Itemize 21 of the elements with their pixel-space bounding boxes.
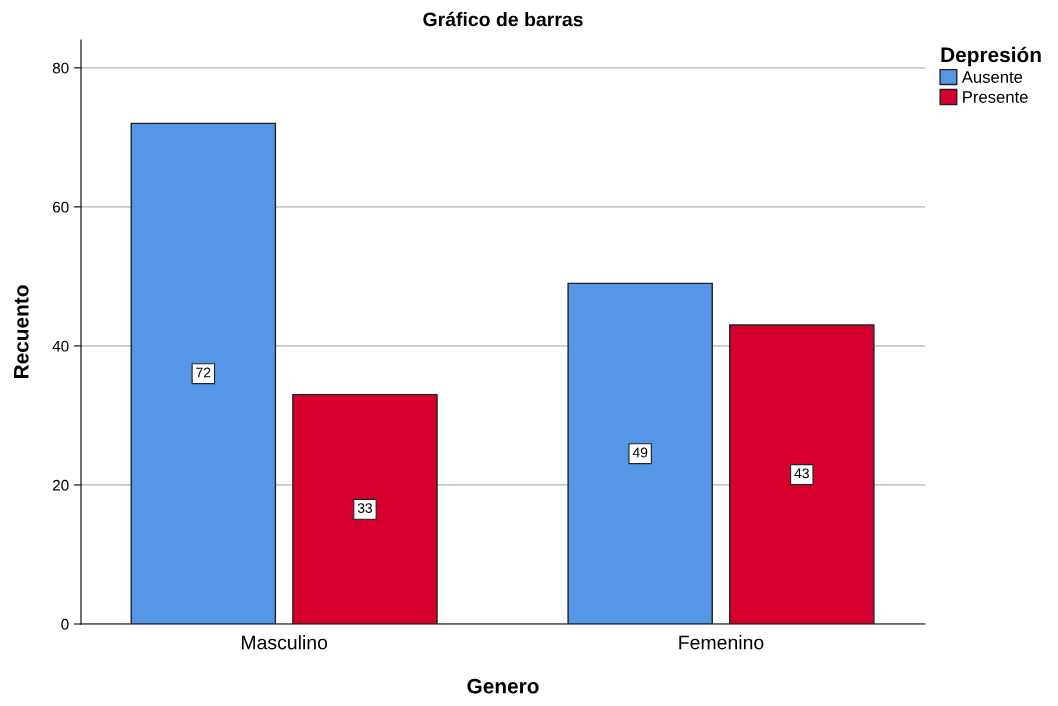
- legend-title: Depresión: [941, 46, 1041, 67]
- legend-label: Presente: [963, 91, 1028, 103]
- x-axis-title: Genero: [467, 678, 539, 694]
- bar: [130, 122, 277, 624]
- chart-title: Gráfico de barras: [423, 11, 583, 27]
- y-tick-label: 80: [52, 62, 69, 74]
- x-tick-label: Femenino: [679, 635, 764, 650]
- y-tick-label: 0: [61, 618, 69, 630]
- legend-label: Ausente: [961, 71, 1023, 83]
- data-label: 33: [357, 503, 373, 514]
- x-tick-label: Masculino: [241, 635, 328, 650]
- bar: [567, 282, 713, 624]
- y-tick-label: 20: [52, 479, 69, 491]
- data-label: 43: [794, 468, 809, 479]
- data-label: 49: [632, 447, 648, 458]
- data-label: 72: [196, 367, 211, 378]
- bar: [292, 393, 438, 624]
- bar: [729, 324, 875, 624]
- y-tick-label: 60: [52, 201, 69, 213]
- y-axis-title: Recuento: [14, 285, 29, 379]
- y-tick-label: 40: [52, 340, 69, 352]
